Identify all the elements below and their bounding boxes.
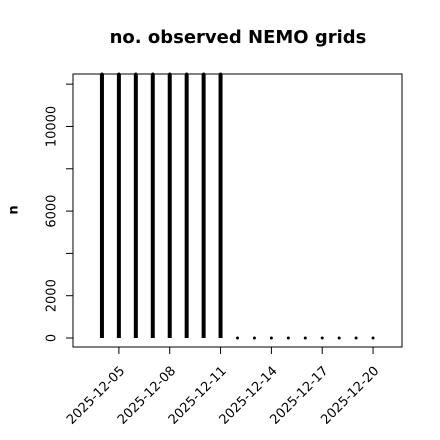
- point: [286, 336, 290, 340]
- chart-title: no. observed NEMO grids: [110, 27, 367, 48]
- point: [151, 72, 155, 76]
- y-tick-label: 0: [45, 334, 60, 342]
- y-tick-label: 2000: [45, 279, 60, 312]
- point: [252, 336, 256, 340]
- point: [168, 72, 172, 76]
- point: [371, 336, 375, 340]
- point: [236, 336, 239, 340]
- y-axis-label: n: [7, 205, 22, 214]
- point: [202, 72, 206, 76]
- point: [219, 72, 223, 76]
- point: [303, 336, 307, 340]
- point: [269, 336, 273, 340]
- point: [337, 336, 341, 340]
- point: [354, 336, 358, 340]
- point: [117, 72, 121, 76]
- point: [100, 72, 104, 76]
- y-tick-label: 6000: [45, 195, 60, 228]
- y-tick-label: 10000: [45, 106, 60, 147]
- point: [320, 336, 324, 340]
- point: [134, 72, 138, 76]
- point: [185, 72, 189, 76]
- plot-frame: [72, 73, 403, 348]
